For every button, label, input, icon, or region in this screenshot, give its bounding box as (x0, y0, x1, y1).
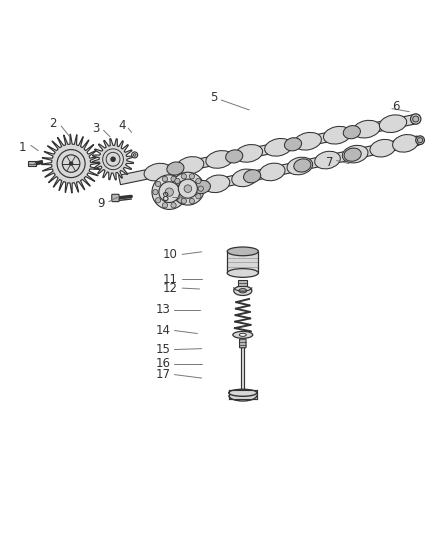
FancyBboxPatch shape (240, 339, 246, 348)
Text: 4: 4 (118, 119, 125, 133)
Polygon shape (92, 139, 134, 180)
Ellipse shape (294, 159, 311, 172)
Circle shape (111, 157, 115, 161)
Polygon shape (42, 134, 100, 193)
Ellipse shape (232, 169, 258, 187)
Circle shape (198, 186, 204, 191)
Circle shape (181, 198, 187, 204)
Circle shape (171, 203, 176, 208)
Ellipse shape (177, 157, 204, 174)
Circle shape (165, 188, 173, 196)
Ellipse shape (410, 114, 421, 124)
FancyBboxPatch shape (227, 252, 258, 273)
Circle shape (184, 185, 192, 192)
Circle shape (180, 190, 186, 195)
Ellipse shape (379, 115, 406, 133)
Ellipse shape (234, 286, 252, 295)
Text: 14: 14 (155, 324, 170, 337)
Text: 11: 11 (162, 273, 177, 286)
Ellipse shape (343, 126, 360, 139)
FancyBboxPatch shape (112, 195, 119, 201)
Text: 12: 12 (162, 281, 177, 295)
Ellipse shape (416, 136, 424, 144)
Ellipse shape (174, 181, 200, 199)
Circle shape (175, 193, 180, 199)
Circle shape (70, 162, 73, 165)
Text: 1: 1 (18, 141, 26, 154)
Text: 7: 7 (325, 156, 333, 169)
Ellipse shape (370, 140, 396, 157)
Text: 10: 10 (162, 248, 177, 261)
Circle shape (155, 181, 161, 187)
Polygon shape (119, 115, 414, 184)
Circle shape (162, 176, 168, 182)
Circle shape (196, 179, 201, 184)
Ellipse shape (287, 157, 313, 175)
Ellipse shape (284, 138, 302, 151)
Circle shape (196, 193, 201, 199)
Ellipse shape (134, 154, 136, 156)
Ellipse shape (233, 332, 253, 338)
Ellipse shape (227, 269, 258, 277)
Text: 17: 17 (155, 368, 170, 381)
Text: 5: 5 (210, 91, 218, 104)
Ellipse shape (353, 120, 380, 138)
Text: 8: 8 (161, 191, 169, 204)
Circle shape (178, 179, 198, 198)
Ellipse shape (132, 152, 138, 158)
Ellipse shape (227, 247, 258, 256)
Ellipse shape (244, 169, 261, 183)
Ellipse shape (204, 175, 230, 192)
Ellipse shape (229, 389, 257, 397)
Ellipse shape (344, 148, 361, 161)
Ellipse shape (144, 163, 171, 181)
Text: 15: 15 (155, 343, 170, 356)
Ellipse shape (239, 288, 247, 293)
Ellipse shape (226, 150, 243, 163)
Circle shape (171, 172, 204, 205)
Ellipse shape (193, 181, 210, 193)
Ellipse shape (206, 151, 233, 168)
Text: 16: 16 (155, 357, 170, 370)
Ellipse shape (167, 162, 184, 175)
Text: 9: 9 (98, 197, 105, 211)
Ellipse shape (417, 138, 423, 143)
Ellipse shape (392, 134, 418, 152)
Ellipse shape (265, 139, 292, 156)
Circle shape (152, 175, 187, 209)
FancyBboxPatch shape (238, 280, 247, 286)
Ellipse shape (294, 132, 321, 150)
Text: 3: 3 (92, 122, 99, 135)
Circle shape (178, 181, 183, 187)
Ellipse shape (324, 126, 351, 144)
Text: 2: 2 (49, 117, 56, 130)
Circle shape (181, 174, 187, 179)
Polygon shape (166, 136, 419, 199)
Circle shape (189, 198, 194, 204)
Circle shape (189, 174, 194, 179)
Circle shape (153, 190, 158, 195)
Circle shape (172, 186, 177, 191)
Ellipse shape (413, 116, 419, 122)
FancyBboxPatch shape (28, 161, 36, 166)
Ellipse shape (343, 146, 368, 163)
Circle shape (159, 182, 180, 203)
Circle shape (155, 198, 161, 203)
Circle shape (178, 198, 183, 203)
Text: 13: 13 (155, 303, 170, 316)
Circle shape (175, 179, 180, 184)
Ellipse shape (259, 163, 285, 181)
Circle shape (171, 176, 176, 182)
Circle shape (162, 203, 168, 208)
Ellipse shape (235, 144, 263, 162)
Ellipse shape (314, 151, 340, 169)
Text: 6: 6 (392, 100, 400, 113)
Ellipse shape (239, 333, 246, 336)
